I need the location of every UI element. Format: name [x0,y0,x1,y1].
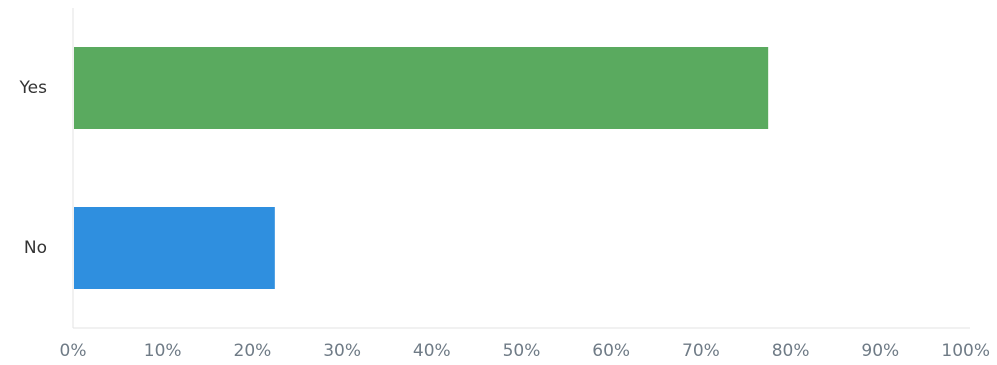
x-tick-label: 10% [144,341,182,361]
category-labels: Yes No [19,78,48,258]
x-tick-label: 20% [234,341,272,361]
x-tick-label: 60% [592,341,630,361]
axes [72,8,970,329]
x-tick-label: 70% [682,341,720,361]
bars [74,47,769,289]
x-tick-label: 90% [861,341,899,361]
x-tick-label: 50% [503,341,541,361]
category-label-no: No [24,238,47,258]
x-tick-label: 30% [323,341,361,361]
x-tick-labels: 0% 10% 20% 30% 40% 50% 60% 70% 80% 90% 100% [60,341,990,361]
x-tick-label: 100% [941,341,990,361]
category-label-yes: Yes [19,78,48,98]
x-tick-label: 40% [413,341,451,361]
bar-yes [74,47,769,129]
x-tick-label: 0% [60,341,87,361]
bar-no [74,207,275,289]
x-tick-label: 80% [772,341,810,361]
